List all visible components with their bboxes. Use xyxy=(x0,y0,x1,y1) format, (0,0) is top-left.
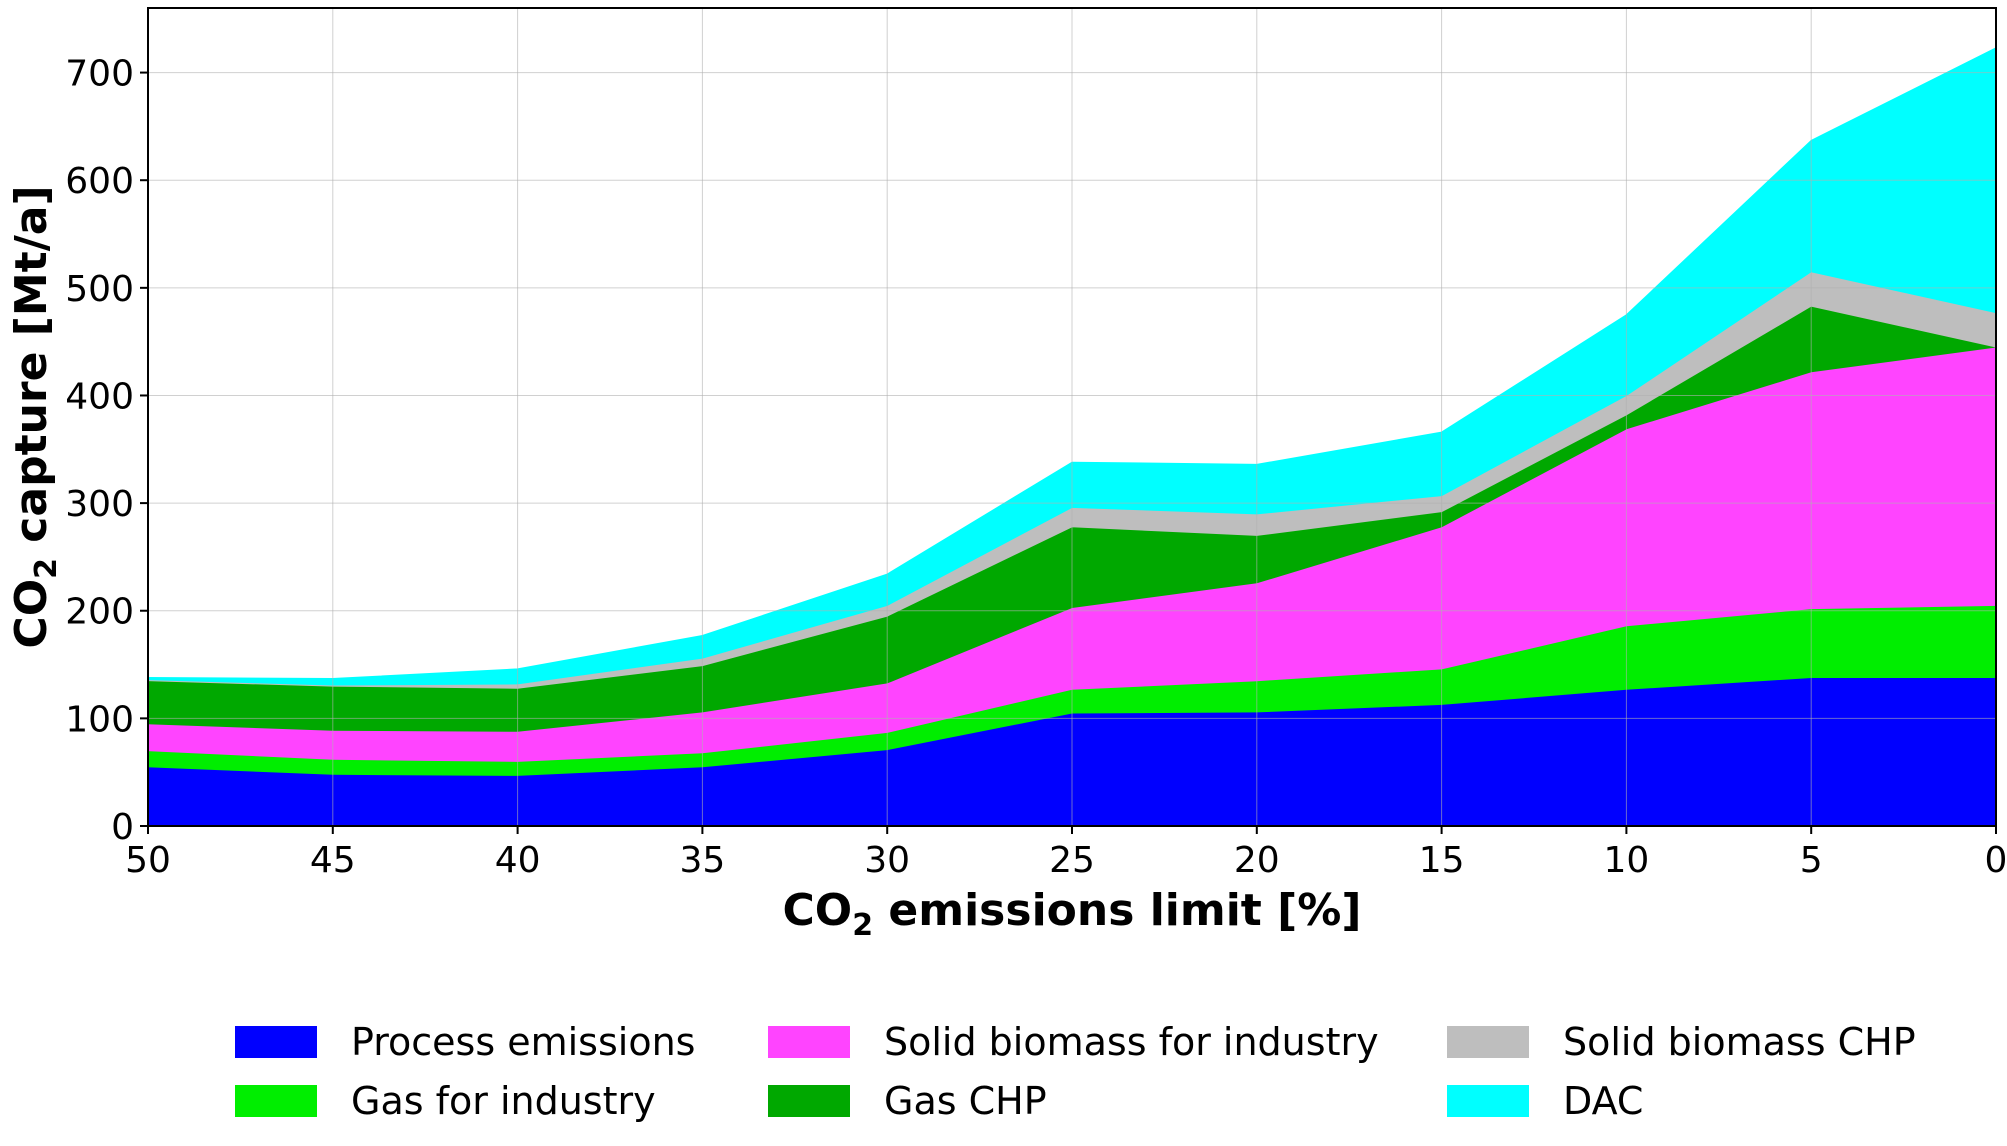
legend-swatch-solid-biomass-chp xyxy=(1447,1026,1529,1058)
y-axis-label: CO2 capture [Mt/a] xyxy=(6,185,64,648)
x-tick-label: 10 xyxy=(1603,840,1649,881)
y-tick-label: 600 xyxy=(65,161,134,202)
legend-label-dac: DAC xyxy=(1563,1079,1643,1123)
y-axis-label-prefix: CO xyxy=(6,579,57,649)
x-axis-label-sub: 2 xyxy=(852,908,873,943)
x-tick-label: 5 xyxy=(1800,840,1823,881)
legend: Process emissions Gas for industry Solid b… xyxy=(235,1020,1916,1123)
legend-label-solid-biomass-chp: Solid biomass CHP xyxy=(1563,1020,1916,1064)
legend-swatch-solid-biomass-for-industry xyxy=(768,1026,850,1058)
x-tick-label: 50 xyxy=(125,840,171,881)
y-tick-label: 0 xyxy=(111,807,134,848)
x-tick-label: 15 xyxy=(1419,840,1465,881)
legend-swatch-process-emissions xyxy=(235,1026,317,1058)
legend-label-gas-chp: Gas CHP xyxy=(884,1079,1047,1123)
y-tick-label: 500 xyxy=(65,269,134,310)
legend-label-solid-biomass-for-industry: Solid biomass for industry xyxy=(884,1020,1379,1064)
x-tick-label: 35 xyxy=(679,840,725,881)
legend-label-process-emissions: Process emissions xyxy=(351,1020,695,1064)
x-axis-label: CO2 emissions limit [%] xyxy=(783,885,1362,943)
y-tick-label: 400 xyxy=(65,376,134,417)
y-axis-label-sub: 2 xyxy=(29,558,64,579)
y-tick-label: 700 xyxy=(65,54,134,95)
x-tick-label: 0 xyxy=(1985,840,2007,881)
x-tick-label: 25 xyxy=(1049,840,1095,881)
x-tick-label: 30 xyxy=(864,840,910,881)
x-axis-ticks: 50 45 40 35 30 25 20 15 10 5 0 xyxy=(125,826,2007,881)
legend-swatch-gas-chp xyxy=(768,1085,850,1117)
x-tick-label: 40 xyxy=(495,840,541,881)
y-tick-label: 200 xyxy=(65,592,134,633)
y-axis-ticks: 0 100 200 300 400 500 600 700 xyxy=(65,54,148,848)
x-axis-label-prefix: CO xyxy=(783,885,853,936)
y-tick-label: 300 xyxy=(65,484,134,525)
x-tick-label: 45 xyxy=(310,840,356,881)
x-tick-label: 20 xyxy=(1234,840,1280,881)
legend-label-gas-for-industry: Gas for industry xyxy=(351,1079,656,1123)
legend-swatch-gas-for-industry xyxy=(235,1085,317,1117)
legend-swatch-dac xyxy=(1447,1085,1529,1117)
x-axis-label-suffix: emissions limit [%] xyxy=(873,885,1361,936)
y-axis-label-suffix: capture [Mt/a] xyxy=(6,185,57,558)
y-tick-label: 100 xyxy=(65,699,134,740)
